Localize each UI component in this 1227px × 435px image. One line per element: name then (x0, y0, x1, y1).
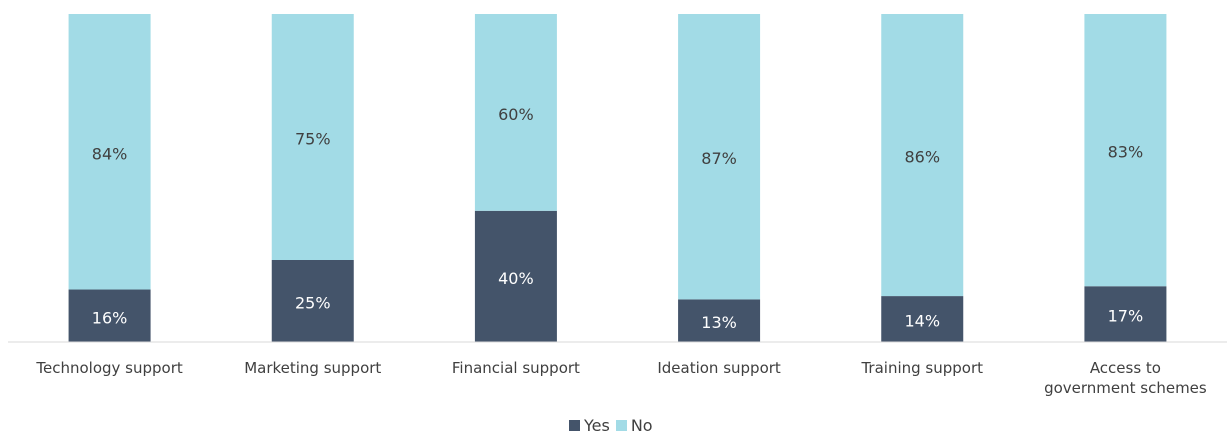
data-label: 14% (904, 312, 940, 331)
legend-item: Yes (569, 416, 610, 435)
data-label: 13% (701, 313, 737, 332)
legend-label: Yes (584, 416, 610, 435)
bar-segment (68, 289, 151, 342)
x-tick-label: Financial support (451, 359, 580, 377)
data-label: 84% (92, 144, 128, 163)
x-tick-label: Marketing support (244, 359, 382, 377)
bar-segment (474, 14, 557, 211)
legend-swatch (569, 420, 580, 431)
x-tick-label: Training support (861, 359, 984, 377)
data-label: 86% (904, 148, 940, 167)
x-tick-label: Technology support (36, 359, 183, 377)
data-label: 17% (1108, 307, 1144, 326)
bar-segment (881, 14, 964, 297)
bar-segment (68, 14, 151, 290)
bar-segment (271, 14, 354, 260)
bar-segment (678, 299, 761, 342)
data-label: 40% (498, 269, 534, 288)
legend: Yes No (569, 416, 659, 435)
data-label: 75% (295, 130, 331, 149)
data-label: 16% (92, 308, 128, 327)
bar-segment (1084, 14, 1167, 287)
bar-segment (271, 260, 354, 342)
legend-item: No (615, 416, 653, 435)
bar-segment (678, 14, 761, 300)
data-label: 60% (498, 105, 534, 124)
bar-segment (1084, 286, 1167, 342)
legend-label: No (630, 416, 653, 435)
data-label: 25% (295, 294, 331, 313)
legend-swatch (615, 420, 627, 431)
data-label: 87% (701, 149, 737, 168)
x-tick-label: Ideation support (657, 359, 781, 377)
data-label: 83% (1108, 143, 1144, 162)
bar-segment (474, 210, 557, 342)
bar-segment (881, 296, 964, 342)
x-tick-label: Access to government schemes (1044, 359, 1207, 397)
